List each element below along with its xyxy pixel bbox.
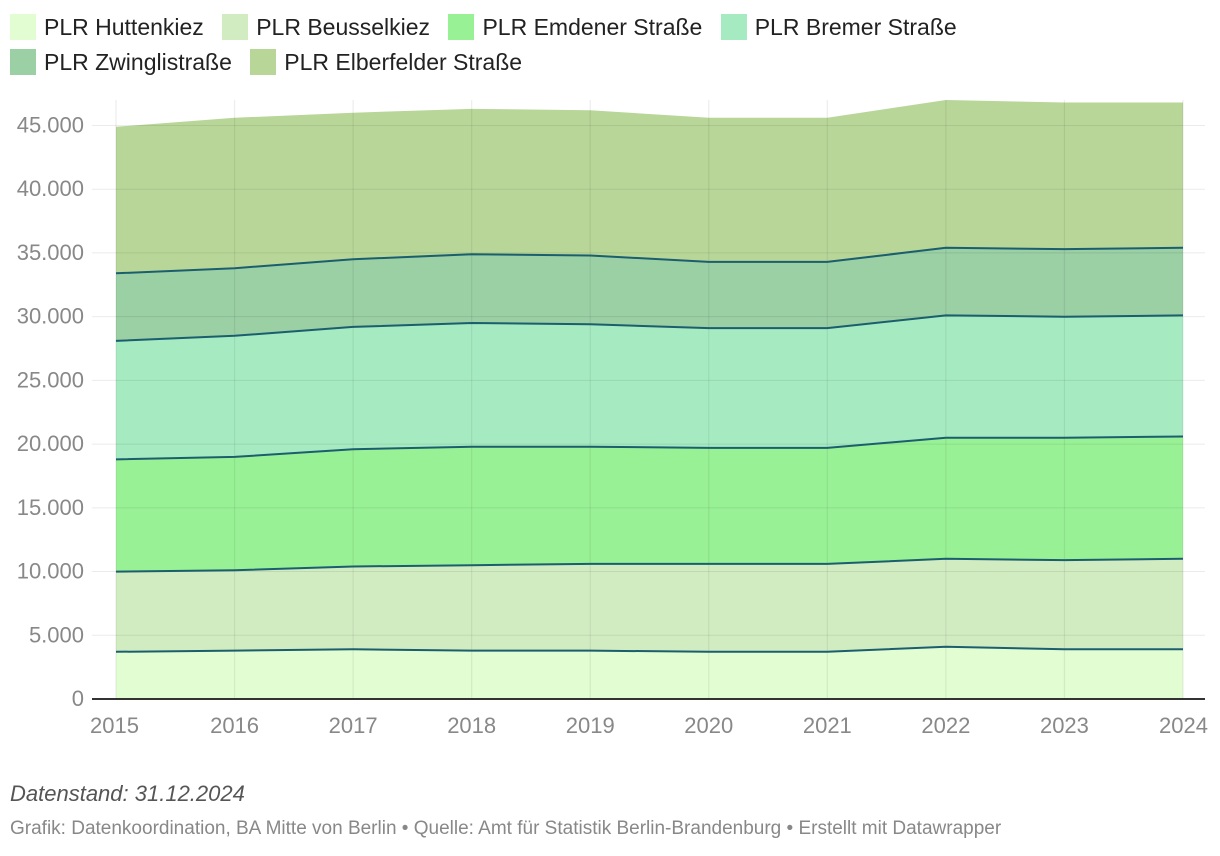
legend-swatch [10, 14, 36, 40]
legend-swatch [250, 49, 277, 75]
y-tick-label: 0 [72, 686, 84, 711]
y-tick-label: 45.000 [17, 112, 84, 137]
chart-legend: PLR Huttenkiez PLR Beusselkiez PLR Emden… [10, 10, 1200, 80]
area-series-0 [116, 646, 1183, 699]
series-boundary-line-2 [115, 435, 1184, 461]
area-series-1 [116, 558, 1183, 652]
legend-swatch [720, 14, 747, 40]
series-boundary-line-0 [115, 645, 1183, 653]
legend-label: PLR Huttenkiez [44, 14, 204, 40]
y-tick-label: 15.000 [17, 495, 84, 520]
x-tick-label: 2023 [1040, 713, 1089, 738]
legend-label: PLR Bremer Straße [754, 14, 957, 40]
x-tick-label: 2021 [803, 713, 852, 738]
x-tick-label: 2020 [684, 713, 733, 738]
legend-swatch [10, 49, 36, 75]
x-tick-label: 2024 [1159, 713, 1208, 738]
y-tick-label: 10.000 [17, 559, 84, 584]
series-boundary-line-4 [115, 246, 1184, 275]
y-tick-label: 5.000 [29, 622, 84, 647]
legend-item-huttenkiez: PLR Huttenkiez [10, 10, 204, 45]
x-tick-label: 2018 [447, 713, 496, 738]
legend-item-beusselkiez: PLR Beusselkiez [222, 10, 430, 45]
legend-item-bremer-strasse: PLR Bremer Straße [720, 10, 957, 45]
series-boundary-line-3 [115, 314, 1184, 342]
legend-item-zwinglistrasse: PLR Zwinglistraße [10, 45, 232, 80]
x-tick-label: 2019 [566, 713, 615, 738]
y-tick-label: 35.000 [17, 240, 84, 265]
x-tick-label: 2017 [329, 713, 378, 738]
legend-label: PLR Beusselkiez [256, 14, 431, 40]
x-tick-label: 2016 [210, 713, 259, 738]
y-tick-label: 30.000 [17, 304, 84, 329]
area-series-3 [116, 315, 1183, 460]
y-tick-label: 25.000 [17, 367, 84, 392]
legend-label: PLR Zwinglistraße [44, 49, 232, 75]
x-tick-label: 2015 [90, 713, 139, 738]
y-tick-label: 40.000 [17, 176, 84, 201]
area-series-2 [116, 436, 1183, 572]
x-tick-label: 2022 [921, 713, 970, 738]
legend-label: PLR Emdener Straße [482, 14, 703, 40]
y-tick-label: 20.000 [17, 431, 84, 456]
legend-swatch [222, 14, 249, 40]
legend-item-elberfelder-strasse: PLR Elberfelder Straße [250, 45, 522, 80]
legend-swatch [448, 14, 475, 40]
series-boundary-line-1 [115, 557, 1184, 573]
stacked-area-chart: 0 5.000 10.000 15.000 20.000 25.000 30.000 35.0… [17, 100, 1208, 738]
legend-label: PLR Elberfelder Straße [284, 49, 523, 75]
area-series-5 [116, 100, 1183, 274]
legend-item-emdener-strasse: PLR Emdener Straße [448, 10, 702, 45]
source-credit: Grafik: Datenkoordination, BA Mitte von … [10, 818, 1002, 839]
data-status-note: Datenstand: 31.12.2024 [10, 781, 245, 806]
